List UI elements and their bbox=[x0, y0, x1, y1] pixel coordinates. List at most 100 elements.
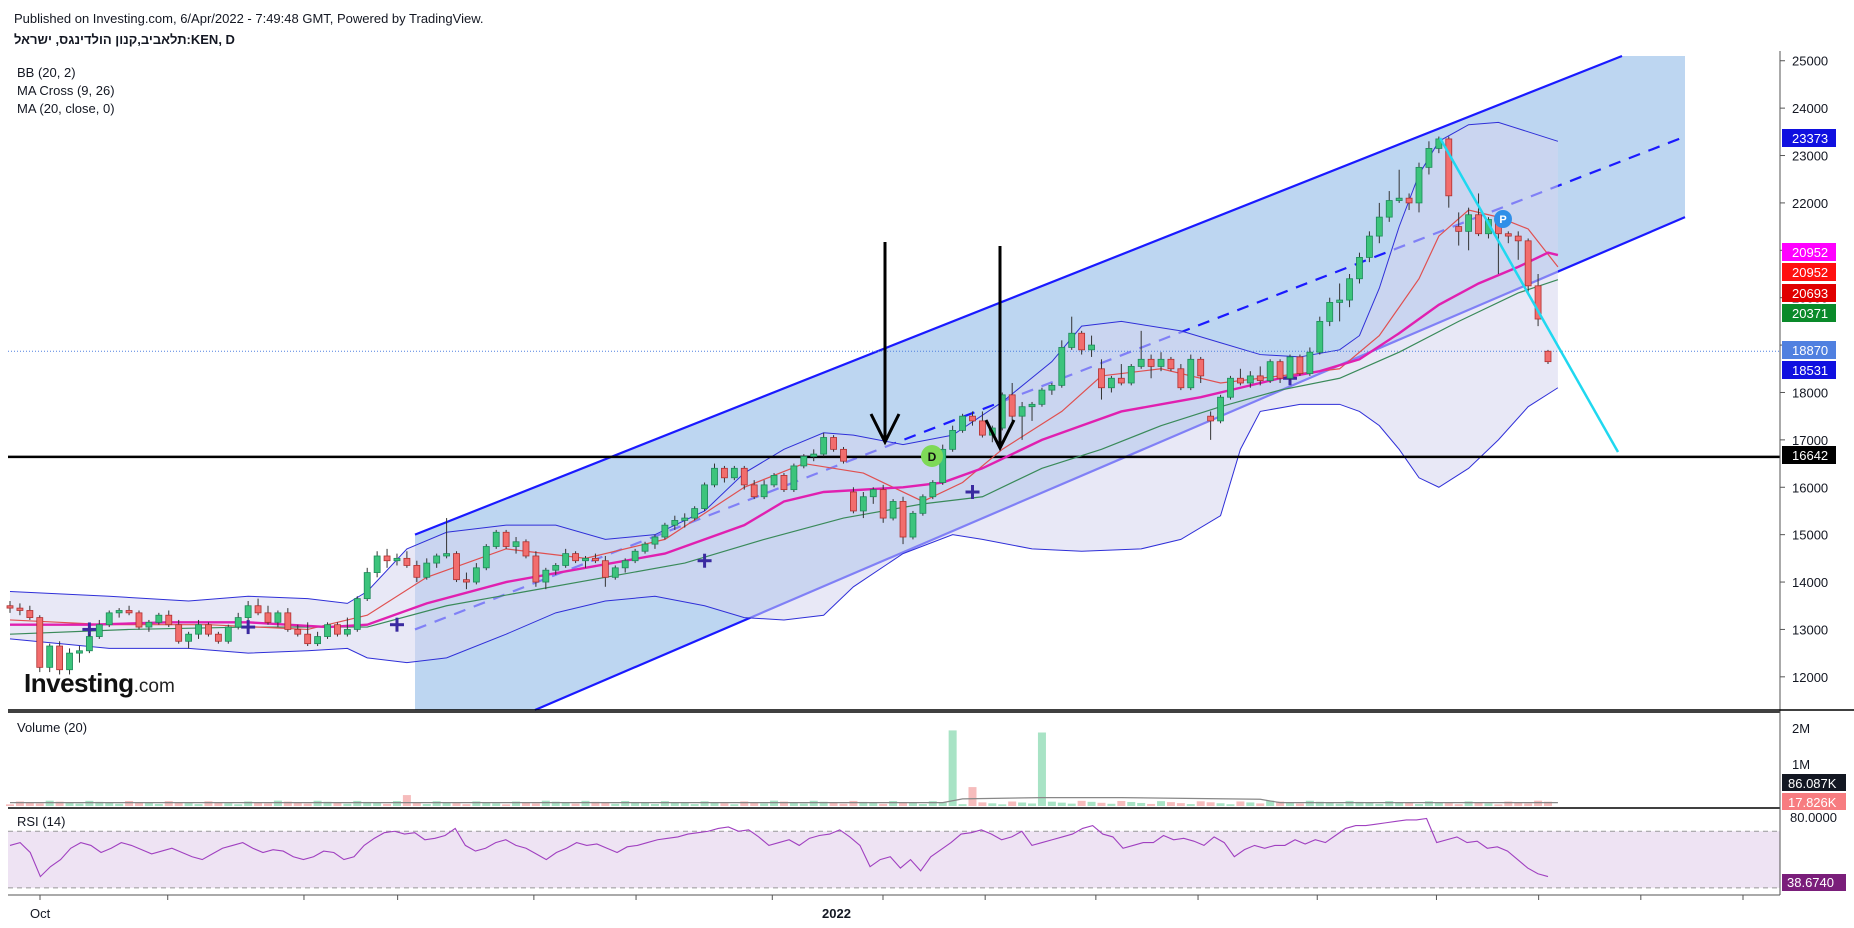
volume-bar bbox=[1365, 802, 1374, 806]
candle-body bbox=[433, 555, 441, 564]
volume-bar bbox=[442, 802, 451, 806]
candle-body bbox=[840, 448, 847, 462]
candle-body bbox=[224, 626, 232, 642]
candle-body bbox=[453, 553, 460, 581]
candle bbox=[1246, 371, 1254, 388]
volume-bar bbox=[154, 803, 163, 806]
time-tick-label: Oct bbox=[30, 906, 51, 921]
volume-bar bbox=[700, 801, 709, 806]
volume-bar bbox=[363, 801, 372, 806]
volume-bar bbox=[502, 804, 511, 806]
volume-bar bbox=[1415, 804, 1424, 806]
price-badge-bg bbox=[1782, 263, 1836, 281]
candle-body bbox=[135, 612, 143, 628]
candle-body bbox=[324, 624, 331, 637]
candle-body bbox=[592, 557, 599, 562]
indicator-ma20[interactable]: MA (20, close, 0) bbox=[17, 101, 115, 116]
candle bbox=[840, 446, 847, 464]
channel-upper-line bbox=[414, 54, 1623, 536]
candle bbox=[800, 454, 808, 469]
candle-body bbox=[850, 491, 857, 512]
candle-body bbox=[214, 633, 222, 642]
indicator-bb[interactable]: BB (20, 2) bbox=[17, 65, 76, 80]
candle-body bbox=[1326, 302, 1334, 322]
candle bbox=[244, 601, 252, 620]
candle bbox=[205, 622, 212, 637]
volume-bar bbox=[779, 801, 788, 806]
volume-bar bbox=[869, 802, 878, 806]
volume-bar bbox=[1087, 801, 1096, 806]
candle-body bbox=[502, 531, 510, 547]
candle-body bbox=[85, 636, 93, 652]
price-badge: 20371 bbox=[1782, 304, 1836, 322]
candle-body bbox=[1127, 366, 1135, 384]
volume-bar bbox=[194, 804, 203, 806]
candle-body bbox=[969, 415, 976, 422]
price-tick-label: 14000 bbox=[1792, 575, 1828, 590]
candle bbox=[1108, 375, 1115, 393]
candle bbox=[1276, 359, 1284, 383]
volume-bar bbox=[561, 802, 570, 806]
volume-bar bbox=[402, 795, 411, 806]
logo-suffix: .com bbox=[133, 676, 175, 697]
candle-body bbox=[959, 415, 966, 431]
marker-p-label: P bbox=[1499, 214, 1506, 226]
candle bbox=[1346, 274, 1353, 308]
indicator-ma-cross[interactable]: MA Cross (9, 26) bbox=[17, 83, 115, 98]
candle-body bbox=[1514, 235, 1522, 242]
candle bbox=[1078, 330, 1086, 355]
volume-bar bbox=[1464, 801, 1473, 806]
volume-bar bbox=[353, 800, 362, 806]
volume-bar bbox=[819, 801, 828, 806]
candle bbox=[969, 411, 976, 426]
candle-body bbox=[304, 633, 312, 645]
candle-body bbox=[145, 621, 153, 628]
volume-bar bbox=[710, 802, 719, 806]
candle-body bbox=[1117, 377, 1125, 384]
candle bbox=[185, 631, 193, 649]
price-badge: 18531 bbox=[1782, 361, 1836, 379]
candle-body bbox=[1524, 240, 1532, 287]
candle bbox=[1425, 141, 1433, 175]
volume-bar bbox=[313, 800, 322, 806]
volume-bar bbox=[244, 801, 253, 806]
candle bbox=[314, 631, 322, 647]
candle-body bbox=[830, 437, 837, 450]
candle bbox=[1058, 340, 1066, 388]
candle-body bbox=[125, 610, 133, 614]
published-info: Published on Investing.com, 6/Apr/2022 -… bbox=[14, 11, 484, 26]
candle bbox=[730, 465, 738, 481]
time-tick-label: 2022 bbox=[822, 906, 851, 921]
candle bbox=[155, 612, 163, 625]
candle-body bbox=[889, 501, 897, 519]
volume-bar bbox=[1147, 803, 1156, 806]
volume-bar bbox=[283, 801, 292, 806]
candle bbox=[790, 463, 798, 492]
candle-body bbox=[542, 569, 550, 583]
volume-bar bbox=[462, 804, 471, 806]
volume-bar bbox=[1256, 803, 1265, 806]
candle bbox=[641, 541, 649, 554]
candle-body bbox=[1018, 406, 1026, 417]
volume-badge: 17.826K bbox=[1782, 793, 1846, 810]
candle-body bbox=[1316, 320, 1324, 353]
candle-body bbox=[373, 555, 381, 573]
candle bbox=[1326, 297, 1334, 327]
candle bbox=[711, 463, 718, 488]
volume-bar bbox=[1077, 800, 1086, 806]
volume-bar bbox=[1444, 803, 1453, 806]
candle bbox=[532, 551, 540, 587]
candle-body bbox=[46, 645, 54, 668]
candle bbox=[869, 487, 877, 504]
price-badge: 16642 bbox=[1782, 446, 1836, 464]
volume-bar bbox=[422, 804, 431, 806]
candle-body bbox=[105, 612, 113, 626]
volume-bar bbox=[601, 802, 610, 806]
candle bbox=[1375, 202, 1383, 244]
candle-body bbox=[929, 482, 937, 498]
volume-bar bbox=[1186, 804, 1195, 806]
candle-body bbox=[1028, 403, 1036, 408]
candle-body bbox=[671, 520, 679, 526]
candle bbox=[611, 565, 619, 580]
